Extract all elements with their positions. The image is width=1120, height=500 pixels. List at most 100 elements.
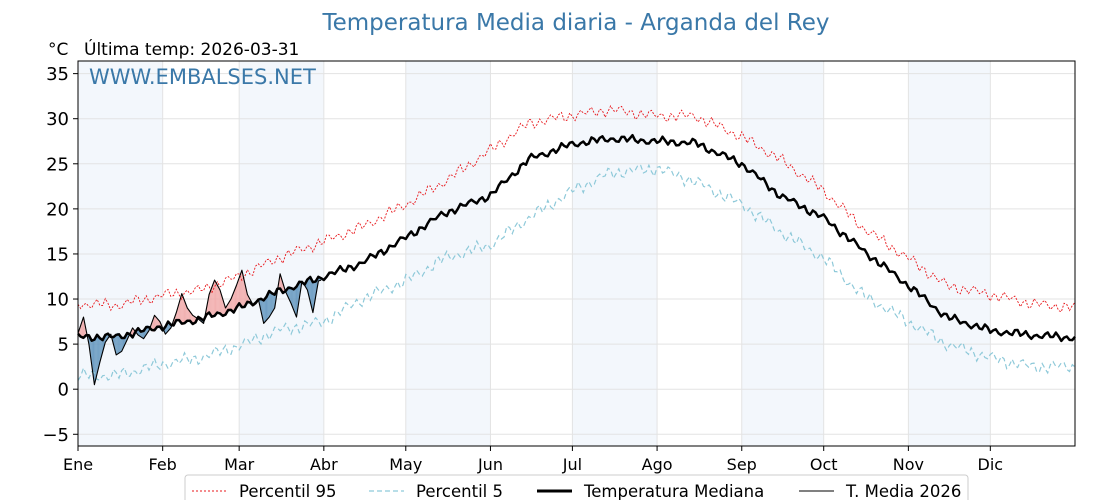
anomaly-below-fill xyxy=(267,291,269,320)
anomaly-above-fill xyxy=(184,300,186,324)
anomaly-above-fill xyxy=(233,290,235,313)
anomaly-above-fill xyxy=(210,287,212,317)
anomaly-above-fill xyxy=(179,299,180,321)
anomaly-below-fill xyxy=(95,336,97,381)
y-tick-label: 5 xyxy=(58,335,69,356)
anomaly-above-fill xyxy=(220,293,222,316)
anomaly-below-fill xyxy=(311,280,313,313)
anomaly-below-fill xyxy=(98,337,100,366)
anomaly-above-fill xyxy=(221,296,223,316)
anomaly-above-fill xyxy=(222,299,224,317)
x-tick-label-dic: Dic xyxy=(978,455,1004,474)
chart-title: Temperatura Media diaria - Arganda del R… xyxy=(321,10,829,36)
x-tick-label-ago: Ago xyxy=(642,455,673,474)
anomaly-below-fill xyxy=(142,330,144,339)
anomaly-above-fill xyxy=(154,315,156,331)
anomaly-above-fill xyxy=(188,309,190,320)
y-unit-label: °C xyxy=(48,40,68,60)
anomaly-above-fill xyxy=(220,290,221,315)
anomaly-below-fill xyxy=(270,292,272,316)
anomaly-above-fill xyxy=(242,274,244,308)
anomaly-above-fill xyxy=(237,280,239,307)
anomaly-below-fill xyxy=(143,330,145,339)
legend: Percentil 95 Percentil 5 Temperatura Med… xyxy=(184,474,969,500)
anomaly-below-fill xyxy=(310,277,312,306)
anomaly-above-fill xyxy=(209,292,211,313)
x-tick-label-jul: Jul xyxy=(562,455,582,474)
anomaly-above-fill xyxy=(240,270,242,308)
anomaly-above-fill xyxy=(179,296,181,322)
anomaly-below-fill xyxy=(266,294,268,321)
y-tick-label: −5 xyxy=(42,425,69,446)
anomaly-above-fill xyxy=(229,300,231,311)
anomaly-below-fill xyxy=(291,288,292,306)
x-tick-label-may: May xyxy=(389,455,422,474)
anomaly-above-fill xyxy=(210,289,211,315)
anomaly-below-fill xyxy=(262,300,264,324)
anomaly-below-fill xyxy=(94,338,96,385)
anomaly-above-fill xyxy=(183,298,185,325)
y-axis: −5 0 5 10 15 20 25 30 35 xyxy=(42,64,78,446)
anomaly-above-fill xyxy=(192,315,194,325)
anomaly-below-fill xyxy=(312,282,314,313)
anomaly-above-fill xyxy=(217,285,219,313)
anomaly-below-fill xyxy=(309,277,311,302)
anomaly-above-fill xyxy=(236,282,238,308)
anomaly-above-fill xyxy=(230,296,232,312)
grid-lines xyxy=(78,61,1075,446)
anomaly-above-fill xyxy=(216,283,218,315)
anomaly-below-fill xyxy=(98,335,99,370)
anomaly-below-fill xyxy=(269,291,271,318)
anomaly-above-fill xyxy=(157,318,159,327)
anomaly-below-fill xyxy=(99,338,101,363)
x-tick-label-sep: Sep xyxy=(727,455,757,474)
legend-median-label: Temperatura Mediana xyxy=(583,482,764,500)
anomaly-above-fill xyxy=(185,303,187,322)
anomaly-below-fill xyxy=(291,289,293,309)
anomaly-below-fill xyxy=(290,286,292,304)
anomaly-below-fill xyxy=(118,332,119,354)
anomaly-below-fill xyxy=(115,334,117,355)
anomaly-above-fill xyxy=(241,270,243,308)
anomaly-below-fill xyxy=(296,283,298,318)
anomaly-above-fill xyxy=(213,280,215,317)
anomaly-below-fill xyxy=(119,336,121,353)
anomaly-below-fill xyxy=(268,291,270,319)
y-tick-label: 35 xyxy=(46,64,69,85)
anomaly-below-fill xyxy=(92,339,94,378)
y-tick-label: 20 xyxy=(46,199,69,220)
anomaly-above-fill xyxy=(218,286,220,312)
anomaly-above-fill xyxy=(231,294,233,313)
anomaly-below-fill xyxy=(141,331,143,339)
plot-area: WWW.EMBALSES.NET xyxy=(77,60,1076,447)
anomaly-above-fill xyxy=(80,322,82,339)
anomaly-above-fill xyxy=(211,284,213,318)
y-tick-label: 10 xyxy=(46,290,69,311)
anomaly-above-fill xyxy=(181,293,183,326)
anomaly-below-fill xyxy=(264,298,266,323)
anomaly-below-fill xyxy=(116,333,118,355)
anomaly-above-fill xyxy=(244,282,246,307)
anomaly-below-fill xyxy=(272,293,274,312)
anomaly-below-fill xyxy=(97,334,99,374)
anomaly-below-fill xyxy=(273,294,275,310)
anomaly-above-fill xyxy=(239,275,241,305)
anomaly-above-fill xyxy=(238,277,240,305)
x-tick-label-jun: Jun xyxy=(477,455,503,474)
y-tick-label: 25 xyxy=(46,154,69,175)
series-lines xyxy=(77,104,1076,386)
x-tick-label-ene: Ene xyxy=(63,455,93,474)
anomaly-above-fill xyxy=(240,272,241,306)
percentile-95-line xyxy=(77,104,1076,313)
current-year-line xyxy=(77,269,322,386)
legend-p95-label: Percentil 95 xyxy=(239,482,337,500)
anomaly-above-fill xyxy=(189,310,190,321)
anomaly-above-fill xyxy=(187,308,189,321)
legend-current-label: T. Media 2026 xyxy=(845,482,961,500)
anomaly-below-fill xyxy=(289,286,291,302)
last-temp-label: Última temp: 2026-03-31 xyxy=(84,38,299,60)
anomaly-above-fill xyxy=(153,315,155,332)
anomaly-above-fill xyxy=(156,317,158,327)
median-line xyxy=(77,133,1076,343)
anomaly-below-fill xyxy=(121,338,123,352)
